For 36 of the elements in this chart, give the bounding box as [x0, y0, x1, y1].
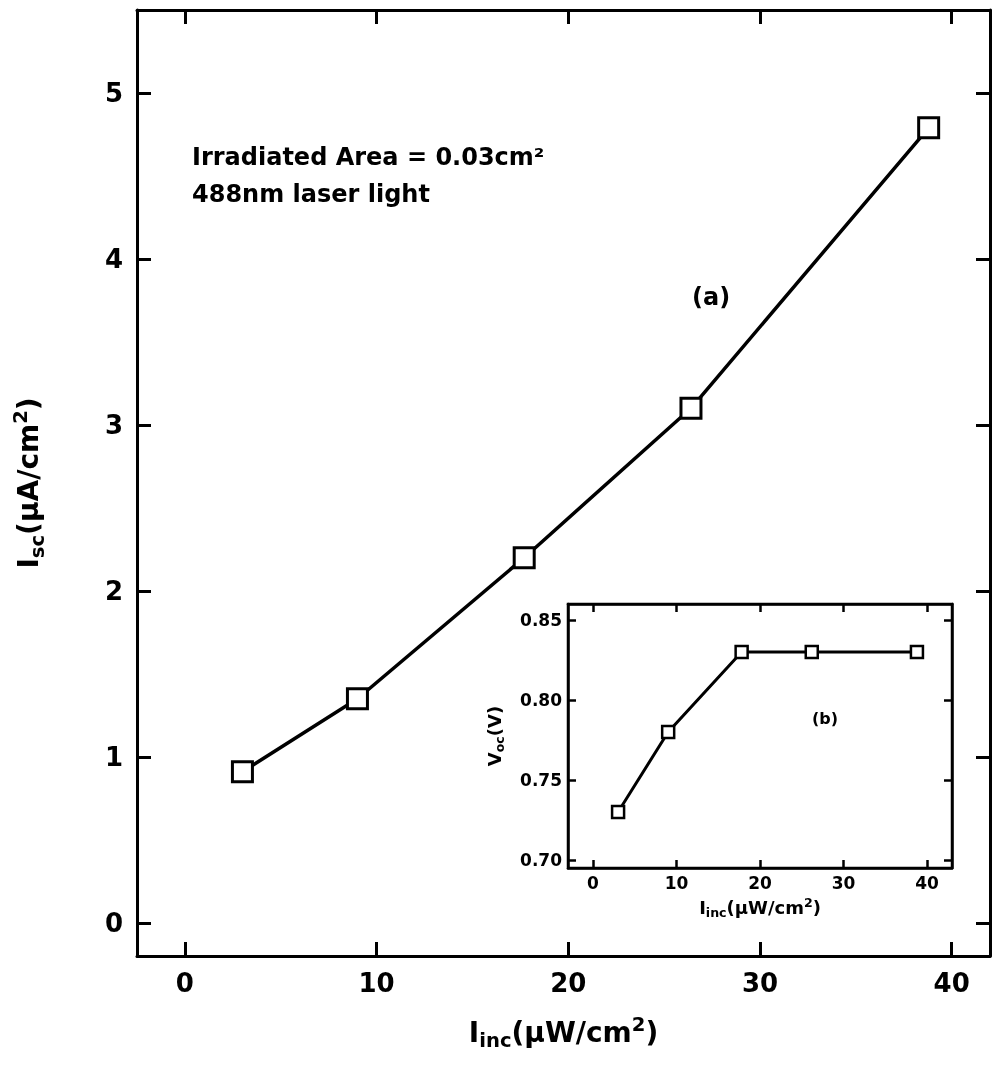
x-tick-label: 10	[664, 872, 689, 893]
y-tick-label: 0.75	[520, 770, 562, 790]
point	[230, 760, 254, 784]
y-tick-label: 0.80	[520, 690, 563, 710]
point	[512, 546, 536, 570]
point	[734, 644, 749, 660]
y-tick-label: 0	[104, 907, 123, 938]
point	[804, 644, 820, 660]
x-tick-label: 30	[741, 968, 779, 998]
x-tick-label: 40	[915, 872, 939, 893]
x-tick-label: 10	[358, 968, 395, 998]
x-tick-label: 30	[831, 872, 856, 893]
annotation: 488nm laser light	[192, 180, 430, 208]
point	[917, 116, 941, 140]
y-tick-label: 0.85	[520, 610, 562, 630]
y-tick-label: 3	[104, 409, 123, 440]
point	[610, 804, 626, 820]
point	[679, 396, 703, 420]
y-tick-label: 0.70	[520, 850, 563, 870]
x-tick-label: 20	[550, 968, 587, 998]
point	[660, 724, 676, 740]
annotation: (a)	[692, 283, 731, 311]
point	[345, 687, 369, 711]
annotation: (b)	[812, 708, 839, 728]
x-tick-label: 0	[175, 968, 194, 998]
x-tick-label: 20	[748, 872, 772, 893]
y-tick-label: 1	[104, 741, 123, 772]
y-axis-title: Isc(μA/cm2)	[9, 397, 49, 569]
y-axis-title: Voc(V)	[483, 705, 507, 767]
y-tick-label: 4	[104, 243, 123, 274]
y-tick-label: 5	[104, 77, 123, 108]
point	[909, 644, 925, 660]
x-tick-label: 0	[587, 872, 600, 893]
y-tick-label: 2	[104, 575, 123, 606]
annotation: Irradiated Area = 0.03cm²	[192, 143, 545, 171]
x-tick-label: 40	[933, 968, 970, 998]
